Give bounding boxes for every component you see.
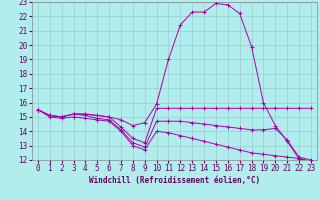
X-axis label: Windchill (Refroidissement éolien,°C): Windchill (Refroidissement éolien,°C): [89, 176, 260, 185]
